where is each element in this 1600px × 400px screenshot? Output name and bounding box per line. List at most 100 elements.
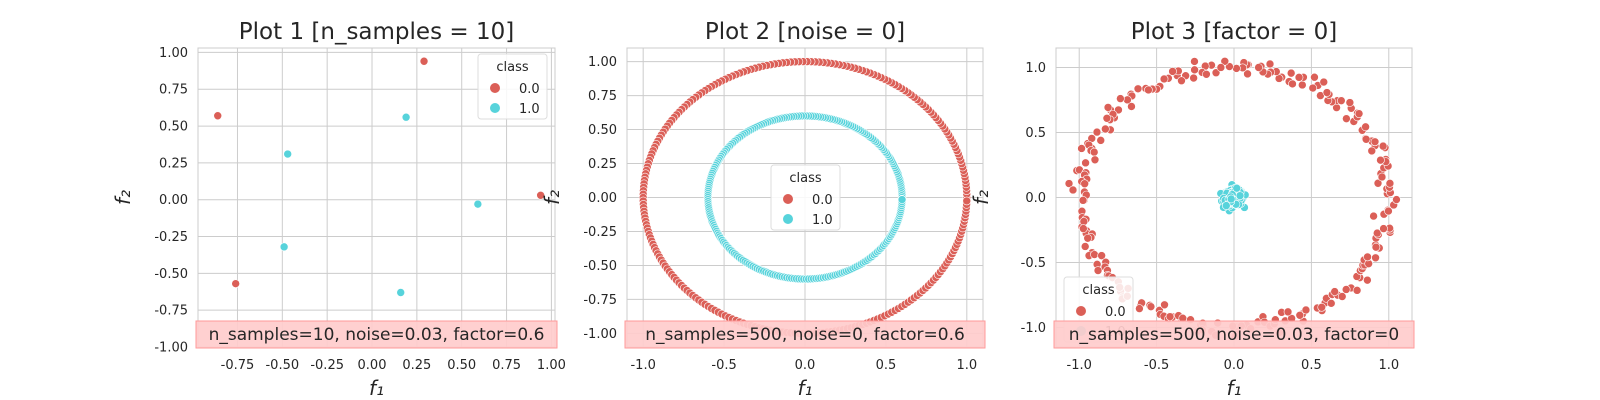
chart-panel-2: -1.0 -0.5 0.0 0.5 1.0 -1.00 -0.75 -0.50 -0.25 0.0… (540, 19, 986, 400)
data-point-class-0.0 (1372, 228, 1382, 238)
y-tick-label: -0.25 (583, 225, 617, 240)
data-point-class-1.0 (279, 242, 289, 252)
data-point-class-0.0 (1373, 178, 1383, 188)
data-point-class-0.0 (1361, 134, 1371, 144)
x-tick-label: 0.50 (447, 358, 476, 373)
y-tick-label: 0.0 (1025, 191, 1046, 206)
y-tick-label: 0.50 (588, 123, 617, 138)
data-point-class-0.0 (1093, 266, 1103, 275)
x-tick-label: -0.50 (265, 358, 299, 373)
y-tick-label: 1.00 (588, 55, 617, 70)
x-tick-label: 0.5 (876, 358, 897, 373)
data-point-class-0.0 (1083, 233, 1093, 243)
data-point-class-0.0 (1379, 224, 1388, 233)
data-point-class-1.0 (1232, 183, 1242, 193)
y-tick-label: -1.0 (1021, 321, 1046, 336)
legend-box (477, 53, 548, 120)
data-point-class-1.0 (1226, 194, 1236, 204)
data-point-class-0.0 (1254, 63, 1263, 72)
data-point-class-0.0 (1361, 122, 1370, 132)
data-point-class-0.0 (1189, 73, 1198, 83)
legend-label: 1.0 (812, 213, 833, 228)
data-point-class-0.0 (1330, 287, 1339, 296)
y-tick-label: 0.5 (1025, 126, 1046, 141)
data-point-class-0.0 (1392, 195, 1401, 204)
legend-label: 1.0 (519, 102, 540, 117)
data-point-class-0.0 (1190, 65, 1199, 75)
legend: class 0.0 1.0 (770, 164, 841, 231)
x-tick-label: 0.25 (402, 358, 431, 373)
data-point-class-0.0 (1080, 179, 1089, 189)
x-tick-label: -0.25 (310, 358, 344, 373)
data-point-class-0.0 (962, 196, 972, 206)
data-point-class-0.0 (1081, 158, 1090, 168)
annotation-text: n_samples=500, noise=0, factor=0.6 (645, 325, 965, 345)
legend-marker-0.0 (783, 194, 793, 204)
y-tick-label: 0.00 (588, 191, 617, 206)
data-point-class-0.0 (1384, 206, 1393, 216)
legend-marker-1.0 (783, 214, 793, 224)
y-tick-label: 0.00 (159, 193, 188, 208)
data-point-class-0.0 (1317, 302, 1327, 312)
data-point-class-0.0 (1345, 98, 1355, 107)
annotation-box (624, 320, 986, 349)
data-point-class-0.0 (1102, 113, 1112, 123)
data-point-class-0.0 (1133, 84, 1143, 94)
data-point-class-0.0 (1232, 64, 1241, 73)
data-point-class-0.0 (1371, 253, 1380, 263)
x-tick-label: -1.0 (630, 358, 655, 373)
x-tick-label: -1.0 (1067, 358, 1092, 373)
chart-title: Plot 3 [factor = 0] (1131, 19, 1337, 45)
annotation-box (195, 320, 558, 349)
legend-label: 0.0 (1105, 305, 1126, 320)
data-point-class-0.0 (1378, 141, 1388, 151)
data-point-class-0.0 (1369, 211, 1378, 221)
data-point-class-0.0 (1371, 242, 1381, 252)
chart-panel-1: -0.75 -0.50 -0.25 0.00 0.25 0.50 0.75 1.00 -1.00… (111, 19, 566, 400)
data-point-class-0.0 (1286, 68, 1296, 78)
x-tick-label: 0.0 (1224, 358, 1245, 373)
y-tick-label: 0.25 (588, 157, 617, 172)
data-point-class-0.0 (1308, 83, 1318, 93)
data-point-class-1.0 (1221, 201, 1231, 210)
data-point-class-0.0 (1165, 312, 1175, 321)
data-point-class-0.0 (1101, 124, 1110, 134)
x-tick-label: 0.75 (492, 358, 521, 373)
annotation: n_samples=10, noise=0.03, factor=0.6 (195, 320, 558, 349)
data-point-class-0.0 (1177, 76, 1186, 86)
data-point-class-0.0 (231, 279, 240, 288)
data-point-class-0.0 (1243, 69, 1252, 79)
data-point-class-0.0 (1080, 242, 1090, 251)
y-tick-label: -1.00 (154, 341, 188, 356)
data-point-class-0.0 (1341, 285, 1351, 294)
data-point-class-0.0 (1295, 310, 1305, 320)
chart-panel-3: -1.0 -0.5 0.0 0.5 1.0 -1.0 -0.5 0.0 0.5 1.0 Plot 3… (969, 19, 1415, 400)
data-point-class-1.0 (283, 149, 292, 159)
data-point-class-0.0 (1288, 79, 1297, 89)
data-point-class-0.0 (1090, 155, 1100, 165)
legend-title: class (789, 171, 821, 186)
data-point-class-0.0 (1363, 252, 1372, 262)
legend-box (770, 164, 841, 231)
legend-title: class (1082, 283, 1114, 298)
y-tick-label: 1.0 (1025, 61, 1046, 76)
data-point-class-0.0 (1342, 114, 1351, 123)
data-point-class-0.0 (1337, 292, 1347, 301)
legend: class 0.0 1.0 (477, 53, 548, 120)
y-tick-label: -0.50 (583, 259, 617, 274)
legend-marker-0.0 (490, 83, 500, 93)
data-point-class-0.0 (1322, 88, 1332, 97)
data-point-class-0.0 (1310, 72, 1319, 82)
y-tick-label: -0.5 (1021, 256, 1046, 271)
data-point-class-0.0 (1319, 77, 1329, 87)
data-point-class-0.0 (1160, 300, 1169, 310)
data-point-class-0.0 (1090, 250, 1099, 259)
data-point-class-0.0 (1089, 147, 1099, 157)
x-tick-label: -0.5 (711, 358, 736, 373)
data-point-class-0.0 (1079, 224, 1088, 233)
y-tick-label: 0.75 (588, 89, 617, 104)
legend-marker-1.0 (490, 103, 500, 113)
data-point-class-0.0 (1078, 196, 1088, 205)
data-point-class-1.0 (401, 112, 411, 122)
data-point-class-0.0 (213, 111, 223, 121)
